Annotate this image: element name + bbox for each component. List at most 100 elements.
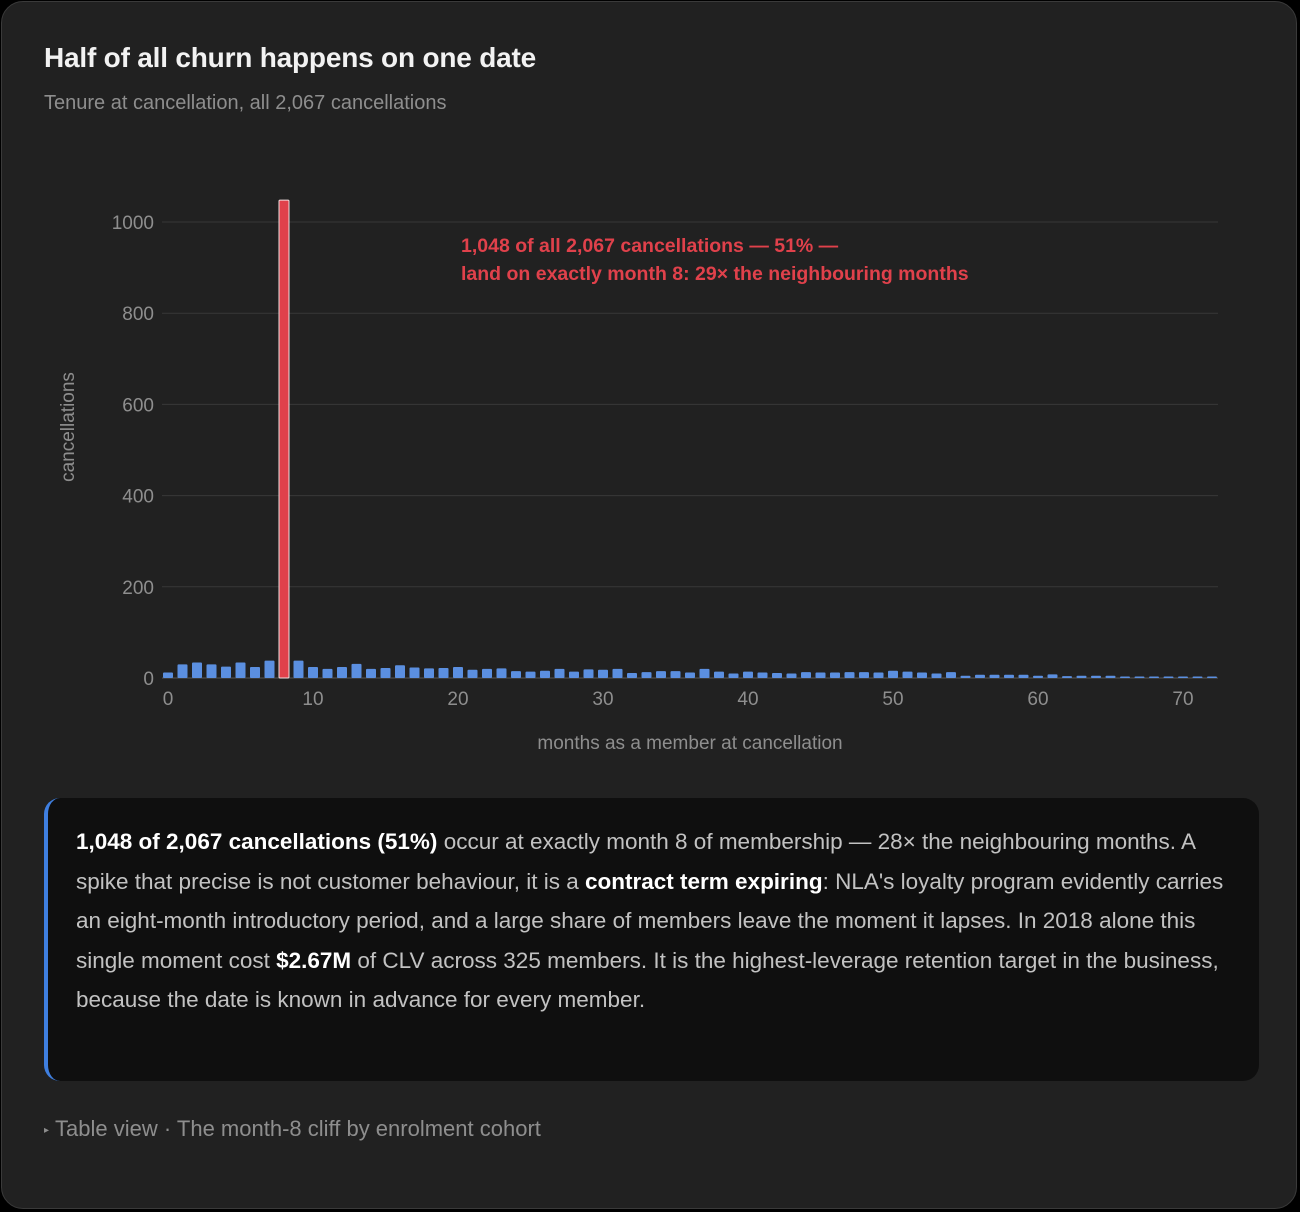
bar (1062, 676, 1072, 678)
bar (699, 668, 710, 678)
x-tick-label: 60 (1027, 689, 1048, 710)
bar (917, 672, 927, 678)
chart-subtitle: Tenure at cancellation, all 2,067 cancel… (44, 92, 447, 114)
y-tick-label: 0 (143, 669, 154, 690)
bar (815, 672, 826, 678)
bar (743, 671, 753, 678)
bar (177, 664, 188, 678)
bar (438, 667, 449, 678)
bar (902, 671, 913, 678)
insight-text-2: : NLA's loyalty program evidently carrie… (76, 868, 1224, 973)
bar (337, 667, 347, 678)
y-axis-label: cancellations (58, 372, 79, 482)
bar (728, 673, 739, 678)
bar (1047, 674, 1058, 678)
y-tick-labels: 0 200 400 600 800 1000 (112, 213, 154, 690)
bar (453, 667, 463, 678)
bar (1163, 676, 1174, 678)
annotation-line-1: 1,048 of all 2,067 cancellations — 51% — (461, 235, 839, 257)
bar (1192, 676, 1203, 678)
bar (873, 672, 884, 678)
bar (221, 666, 231, 678)
x-tick-label: 40 (737, 689, 758, 710)
bar (380, 667, 391, 678)
bar (511, 671, 521, 678)
x-tick-label: 50 (882, 689, 903, 710)
insight-bold-2: contract term expiring (585, 868, 823, 894)
bar (772, 672, 782, 678)
bar (786, 673, 797, 678)
bar (496, 668, 507, 678)
bar (844, 672, 855, 678)
bar (1105, 675, 1116, 678)
bar (163, 672, 173, 678)
bars (163, 199, 1217, 679)
bar (801, 672, 811, 678)
x-tick-label: 0 (163, 689, 174, 710)
bar (554, 668, 565, 678)
disclosure-triangle-icon: ▸ (44, 1125, 50, 1136)
bar (656, 671, 666, 678)
bar (308, 667, 318, 678)
bar (598, 669, 608, 678)
bar (351, 663, 362, 678)
bar (1149, 676, 1159, 678)
table-view-label: Table view · The month-8 cliff by enrolm… (55, 1116, 541, 1141)
x-axis-label: months as a member at cancellation (537, 733, 842, 754)
y-tick-label: 1000 (112, 213, 154, 234)
cancellation-histogram: 0 200 400 600 800 1000 0 10 20 30 40 50 60 70 cancel… (58, 199, 1218, 754)
insight-bold-1: 1,048 of 2,067 cancellations (51%) (76, 829, 438, 854)
chart-title: Half of all churn happens on one date (44, 42, 536, 73)
bar (641, 672, 652, 678)
bar (1076, 675, 1087, 678)
bar (583, 669, 594, 678)
insight-text-1: occur at exactly month 8 of membership —… (76, 829, 1195, 894)
bar (482, 668, 492, 678)
bar (1134, 676, 1145, 678)
y-tick-label: 200 (122, 578, 154, 599)
bar (670, 671, 681, 678)
bar (192, 662, 202, 678)
bar (467, 669, 478, 678)
bar (322, 668, 333, 678)
bar (1178, 676, 1188, 678)
bar (1004, 674, 1014, 678)
bar (409, 667, 420, 678)
bar (395, 665, 405, 678)
bar (960, 675, 971, 678)
bar (264, 660, 275, 678)
bar (235, 662, 246, 678)
bar (1033, 675, 1043, 678)
bar (931, 673, 942, 678)
bar (714, 671, 724, 678)
bar (250, 667, 260, 678)
bar (946, 672, 956, 678)
bar (685, 672, 695, 678)
bar (424, 668, 434, 678)
annotation-line-2: land on exactly month 8: 29× the neighbo… (461, 263, 969, 285)
bar (612, 668, 623, 678)
x-tick-label: 30 (592, 689, 613, 710)
bar (206, 664, 217, 678)
bar (293, 660, 304, 678)
y-tick-label: 600 (122, 395, 154, 416)
bar (627, 672, 637, 678)
y-tick-label: 400 (122, 487, 154, 508)
bar (366, 668, 376, 678)
bar (989, 674, 1000, 678)
x-tick-label: 10 (302, 689, 323, 710)
bar-highlight-month-8 (278, 199, 290, 679)
bar (1120, 676, 1130, 678)
bar (540, 670, 550, 678)
insight-callout: 1,048 of 2,067 cancellations (51%) occur… (44, 798, 1259, 1081)
table-view-toggle[interactable]: ▸ Table view · The month-8 cliff by enrol… (44, 1116, 541, 1142)
bar (888, 670, 898, 678)
bar (1207, 676, 1217, 678)
bar (569, 671, 579, 678)
bar (975, 674, 985, 678)
bar (1091, 675, 1101, 678)
bar (859, 672, 869, 678)
insight-text-3: of CLV across 325 members. It is the hig… (76, 947, 1219, 1013)
bar (830, 672, 840, 678)
